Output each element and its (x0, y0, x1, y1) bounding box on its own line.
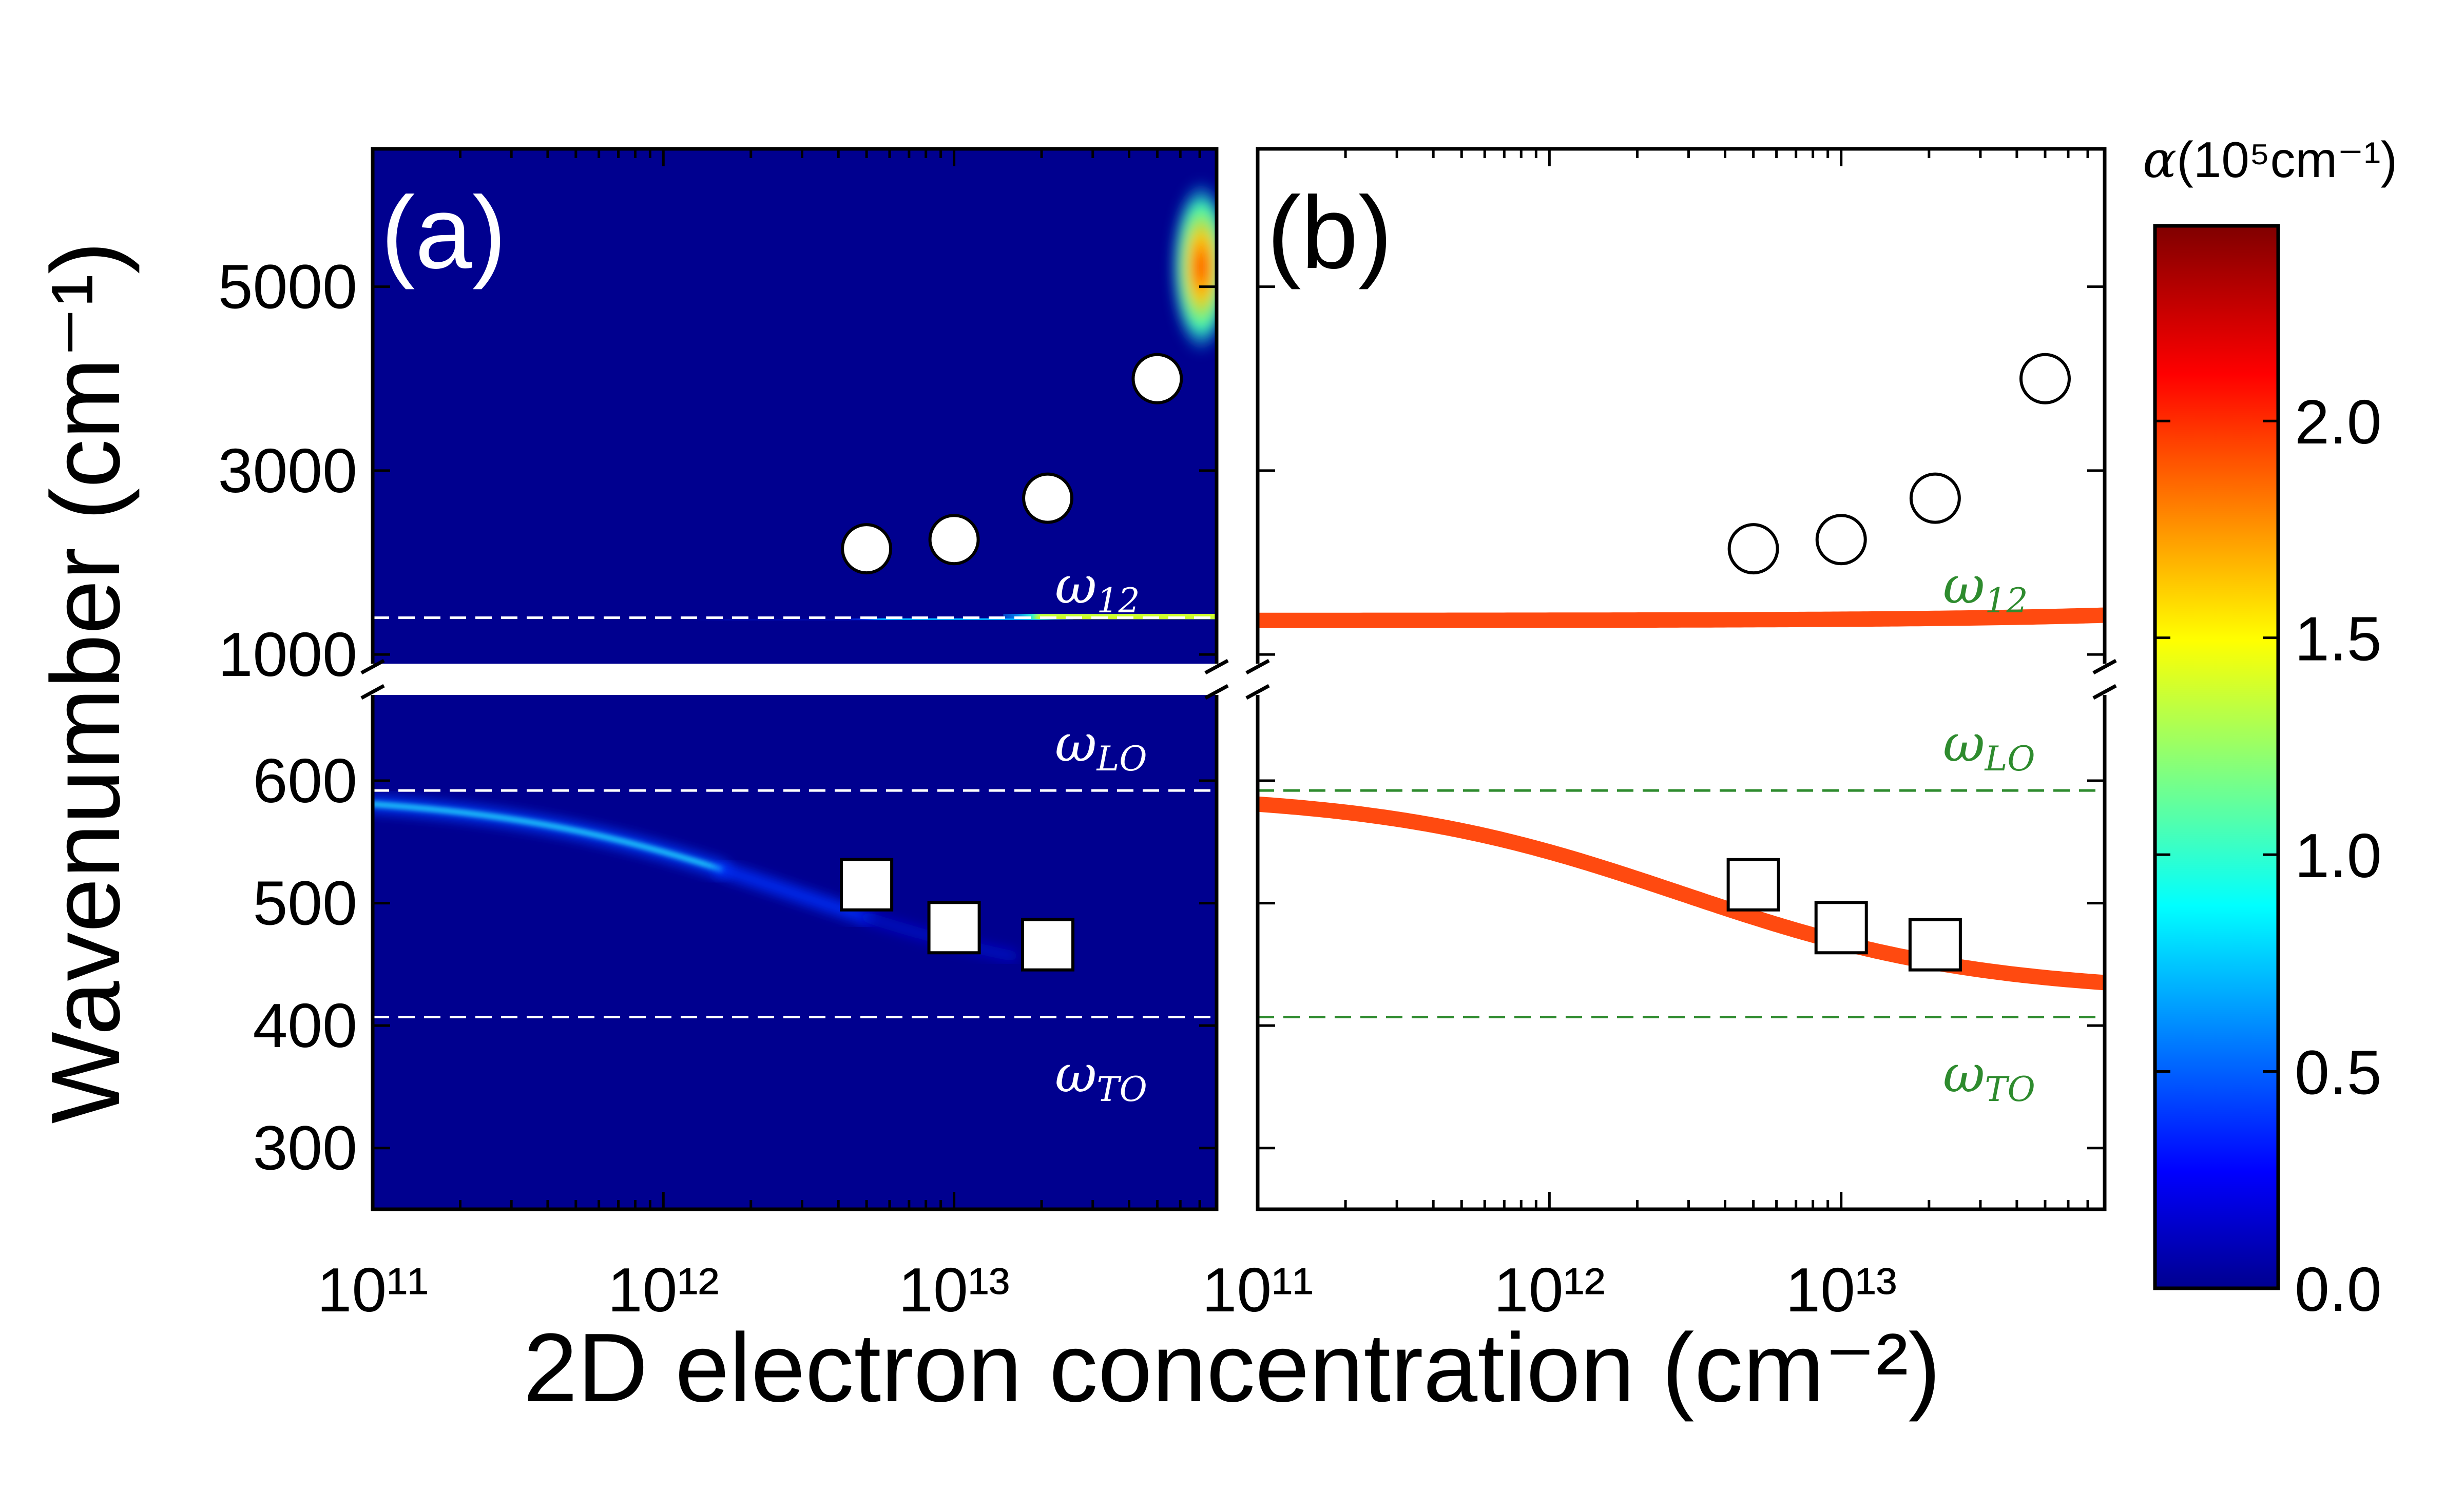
colorbar: 0.0 0.5 1.0 1.5 2.0 α(10⁵cm⁻¹) (2143, 131, 2397, 1324)
x-tick-label: 10¹² (608, 1255, 719, 1325)
data-point-circle (1815, 514, 1867, 566)
omega-12-label-b: ω12 (1943, 555, 2028, 621)
axis-frame-upper (371, 147, 1219, 664)
y-tick-label: 1000 (218, 620, 357, 689)
y-tick-label: 5000 (218, 252, 357, 322)
colorbar-tick-label: 1.0 (2295, 821, 2382, 891)
data-point-square (1726, 858, 1780, 912)
data-point-square (927, 901, 981, 955)
colorbar-label: α(10⁵cm⁻¹) (2143, 131, 2397, 189)
axis-break-mark (360, 684, 385, 700)
colorbar-tick-label: 2.0 (2295, 387, 2382, 457)
colorbar-label-greek: α (2143, 131, 2177, 189)
x-tick-label: 10¹³ (1785, 1255, 1897, 1325)
x-tick-label: 10¹³ (898, 1255, 1010, 1325)
data-point-square (840, 858, 894, 912)
panel-a: 10¹¹ 10¹² 10¹³ 1000 3000 5000 300 400 500 600 (a)… (218, 147, 1229, 1325)
dispersion-curve-upper (1258, 607, 2105, 628)
colorbar-tick-label: 0.0 (2295, 1254, 2382, 1324)
data-point-circle (1727, 523, 1779, 575)
data-point-square (1814, 901, 1868, 955)
colorbar-gradient (2153, 224, 2280, 1290)
axis-break-mark (2092, 659, 2117, 675)
axis-frame-lower (1256, 695, 2107, 1211)
panel-a-reference-lines (373, 616, 1217, 1018)
y-tick-label: 3000 (218, 436, 357, 506)
panel-b-markers (1726, 353, 2071, 972)
panel-b-label: (b) (1267, 176, 1392, 290)
axis-break-mark (1204, 684, 1229, 700)
panel-a-lower-plot-area (373, 695, 1217, 1209)
y-tick-label: 400 (253, 991, 357, 1060)
colorbar-ticks: 0.0 0.5 1.0 1.5 2.0 (2155, 387, 2382, 1324)
panel-a-axes: 10¹¹ 10¹² 10¹³ 1000 3000 5000 300 400 500 600 (218, 147, 1229, 1325)
x-tick-label: 10¹¹ (317, 1255, 429, 1325)
panel-b-axes: 10¹¹ 10¹² 10¹³ (1202, 147, 2117, 1325)
panel-b-curves (1258, 607, 2105, 991)
colorbar-tick-label: 0.5 (2295, 1038, 2382, 1108)
heatmap-ridge (373, 802, 724, 872)
panel-a-markers (840, 353, 1183, 972)
colorbar-label-unit: (10⁵cm⁻¹) (2177, 131, 2397, 188)
heatmap-hotspot (1170, 180, 1217, 354)
panel-a-label: (a) (381, 176, 506, 290)
x-axis-title: 2D electron concentration (cm⁻²) (523, 1313, 1940, 1422)
axis-break-mark (360, 659, 385, 675)
axis-frame-lower (371, 695, 1219, 1211)
colorbar-tick-label: 1.5 (2295, 604, 2382, 674)
data-point-circle (2019, 353, 2071, 404)
axis-break-mark (1245, 684, 1270, 700)
data-point-circle (1022, 472, 1074, 524)
axis-frame-upper (1256, 147, 2107, 664)
axis-break-mark (1245, 659, 1270, 675)
data-point-circle (841, 523, 893, 575)
dispersion-curve-lower (1258, 796, 2105, 991)
x-tick-label: 10¹² (1494, 1255, 1605, 1325)
x-tick-label: 10¹¹ (1202, 1255, 1314, 1325)
omega-to-label-b: ωTO (1943, 1044, 2035, 1109)
panel-b: 10¹¹ 10¹² 10¹³ (b) ω12 ωLO ωTO (1202, 147, 2117, 1325)
y-tick-label: 600 (253, 746, 357, 816)
data-point-circle (1131, 353, 1183, 404)
y-axis-title: Wavenumber (cm⁻¹) (31, 242, 140, 1124)
axis-break-mark (1204, 659, 1229, 675)
data-point-square (1021, 918, 1075, 972)
y-tick-label: 500 (253, 868, 357, 938)
omega-lo-label-b: ωLO (1943, 713, 2035, 779)
data-point-square (1908, 918, 1962, 972)
axis-break-mark (2092, 684, 2117, 700)
data-point-circle (928, 514, 980, 566)
data-point-circle (1909, 472, 1961, 524)
y-tick-label: 300 (253, 1113, 357, 1183)
